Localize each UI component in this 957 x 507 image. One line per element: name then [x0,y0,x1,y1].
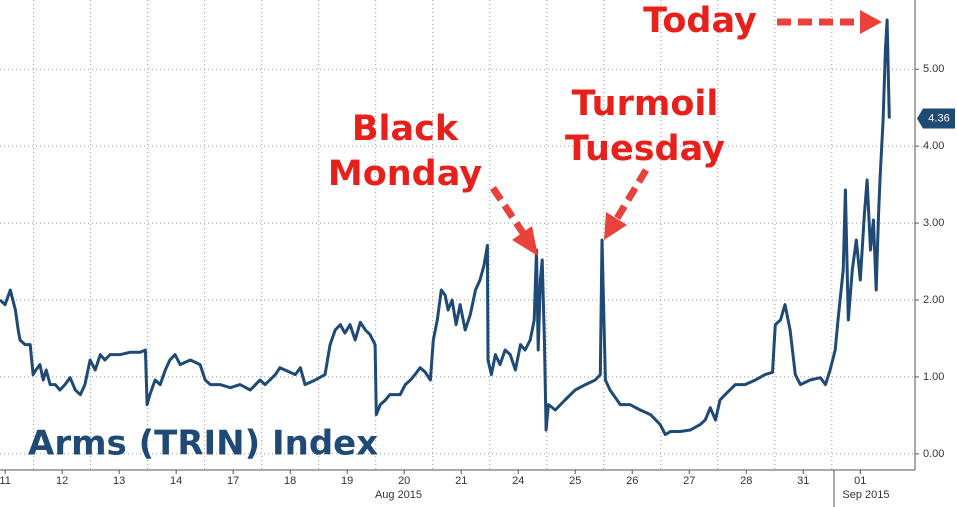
x-tick-label: 21 [455,475,467,487]
x-tick-label: 18 [284,475,296,487]
data-line [0,18,891,437]
x-tick-label: 12 [56,475,68,487]
x-tick-label: 17 [227,475,239,487]
arrow-shaft [490,186,528,238]
arrow-heads [512,10,882,256]
annotation-text: Monday [328,154,482,194]
arrow-shaft [612,168,650,222]
y-tick-label: 5.00 [923,63,944,75]
annotation-text: Turmoil [572,84,719,124]
x-tick-label: 11 [0,475,11,487]
annotation-text: Tuesday [565,129,725,169]
x-tick-label: 20 [398,475,410,487]
x-tick-label: 27 [683,475,695,487]
x-group-label: Aug 2015 [375,489,422,501]
x-tick-label: 31 [797,475,809,487]
annotation-arrows [490,18,862,238]
x-tick-label: 28 [740,475,752,487]
annotation-text: Black [352,109,459,149]
y-tick-label: 1.00 [923,371,944,383]
last-value-badge [917,108,955,129]
x-tick-label: 26 [626,475,638,487]
x-tick-label: 25 [569,475,581,487]
x-tick-label: 24 [512,475,524,487]
x-group-label: Sep 2015 [842,489,889,501]
x-tick-label: 13 [113,475,125,487]
last-value-label: 4.36 [928,112,949,124]
y-tick-label: 2.00 [923,294,944,306]
y-tick-label: 3.00 [923,217,944,229]
x-tick-label: 01 [854,475,866,487]
arrow-head [512,226,538,256]
x-tick-label: 19 [341,475,353,487]
arrow-head [604,212,627,240]
grid [0,0,915,470]
chart-title: Arms (TRIN) Index [28,424,378,464]
y-tick-label: 4.00 [923,140,944,152]
plot [0,18,891,437]
y-tick-label: 0.00 [923,448,944,460]
annotation-text: Today [643,1,757,41]
arrow-head [860,10,882,34]
x-tick-label: 14 [170,475,182,487]
